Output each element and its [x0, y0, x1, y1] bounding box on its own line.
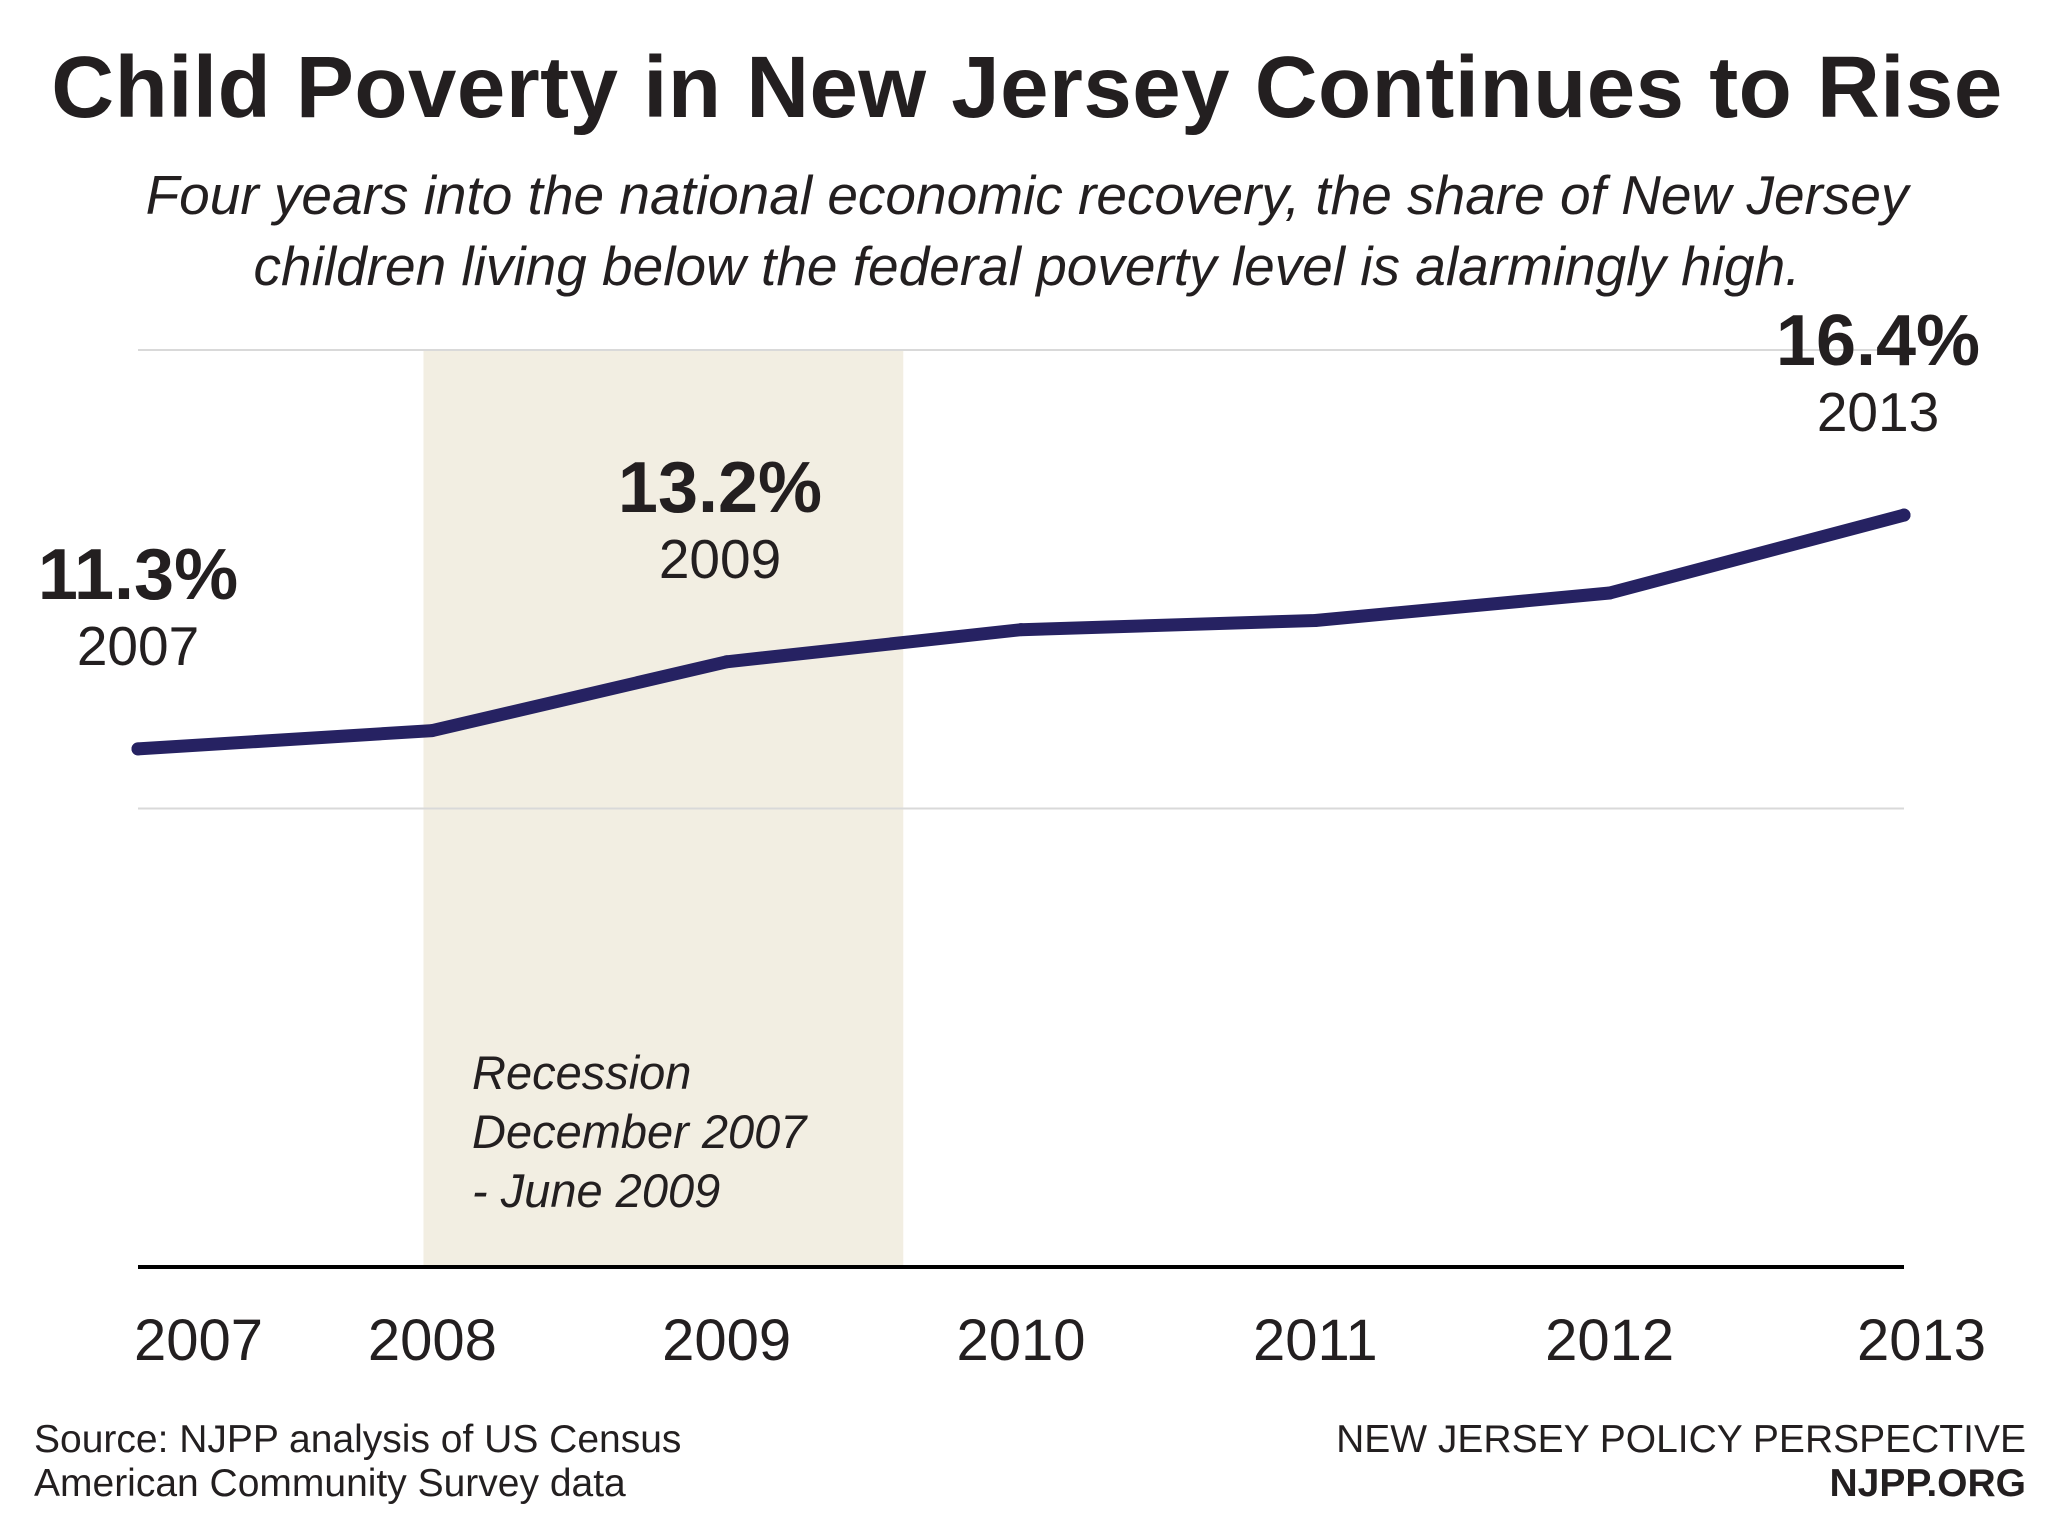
recession-label-line-1: Recession	[472, 1046, 692, 1099]
subtitle-line-2: children living below the federal povert…	[253, 235, 1801, 297]
x-tick-label-2011: 2011	[1253, 1308, 1378, 1373]
x-tick-label-2012: 2012	[1545, 1308, 1674, 1373]
callout-year-2009: 2009	[659, 528, 781, 590]
callout-value-2007: 11.3%	[38, 535, 238, 615]
chart-subtitle: Four years into the national economic re…	[77, 160, 1977, 302]
publisher-url: NJPP.ORG	[1829, 1462, 2026, 1505]
recession-label: Recession December 2007 - June 2009	[472, 1043, 806, 1220]
callout-value-2013: 16.4%	[1776, 301, 1980, 381]
callout-year-2007: 2007	[77, 615, 199, 677]
data-point-2012	[1603, 586, 1617, 600]
source-line-2: American Community Survey data	[34, 1462, 626, 1505]
x-tick-label-2007: 2007	[134, 1308, 263, 1373]
data-point-2009	[720, 655, 734, 669]
callout-year-2013: 2013	[1817, 381, 1939, 443]
data-point-2008	[425, 724, 439, 738]
x-tick-label-2010: 2010	[956, 1308, 1085, 1373]
recession-label-line-2: December 2007	[472, 1105, 807, 1158]
x-tick-label-2013: 2013	[1857, 1308, 1986, 1373]
subtitle-line-1: Four years into the national economic re…	[145, 164, 1909, 226]
data-point-2010	[1014, 623, 1028, 637]
x-tick-label-2009: 2009	[662, 1308, 791, 1373]
publisher-name: NEW JERSEY POLICY PERSPECTIVE	[1336, 1418, 2026, 1461]
source-line-1: Source: NJPP analysis of US Census	[34, 1418, 682, 1461]
recession-label-line-3: - June 2009	[472, 1164, 721, 1217]
callout-value-2009: 13.2%	[618, 448, 822, 528]
chart-title: Child Poverty in New Jersey Continues to…	[51, 39, 2003, 136]
data-point-2013	[1897, 508, 1911, 522]
source-note: Source: NJPP analysis of US Census Ameri…	[34, 1418, 681, 1506]
data-point-2011	[1308, 614, 1322, 628]
x-tick-label-2008: 2008	[368, 1308, 497, 1373]
data-point-2007	[131, 742, 145, 756]
publisher-credit: NEW JERSEY POLICY PERSPECTIVE NJPP.ORG	[1336, 1418, 2026, 1506]
